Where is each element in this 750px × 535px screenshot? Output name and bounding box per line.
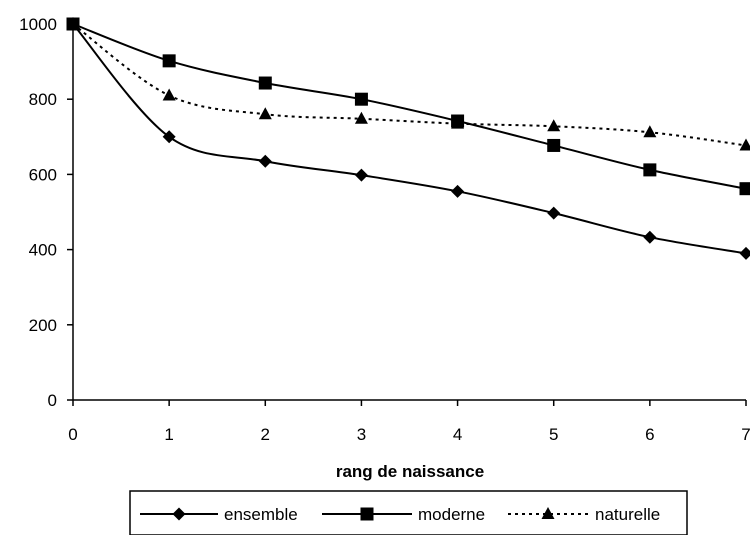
series-line-naturelle [72,23,747,147]
x-tick-label: 0 [68,425,77,444]
point-naturelle [258,107,272,120]
point-moderne [739,182,750,196]
point-ensemble [162,130,176,144]
series-markers [66,17,750,260]
legend-marker-moderne [360,507,374,521]
point-ensemble [451,184,465,198]
point-moderne [354,92,368,106]
legend-label-naturelle: naturelle [595,505,660,524]
y-tick-label: 1000 [19,15,57,34]
point-moderne [258,76,272,90]
x-tick-label: 3 [357,425,366,444]
x-tick-label: 2 [261,425,270,444]
point-naturelle [739,138,750,151]
point-moderne [547,138,561,152]
point-ensemble [739,246,750,260]
point-ensemble [547,206,561,220]
point-ensemble [643,230,657,244]
point-naturelle [66,17,80,29]
point-naturelle [643,125,657,138]
legend: ensemble moderne naturelle [129,490,688,535]
legend-label-ensemble: ensemble [224,505,298,524]
x-tick-label: 7 [741,425,750,444]
point-naturelle [354,111,368,124]
point-ensemble [258,154,272,168]
point-ensemble [354,168,368,182]
legend-marker-naturelle [541,507,555,519]
x-tick-label: 1 [164,425,173,444]
y-tick-label: 800 [29,90,57,109]
point-moderne [162,54,176,68]
legend-marker-ensemble [172,507,186,521]
axes [72,24,746,401]
y-ticks: 0 200 400 600 800 1000 [19,15,73,410]
x-tick-label: 5 [549,425,558,444]
y-tick-label: 600 [29,165,57,184]
y-tick-label: 200 [29,316,57,335]
legend-label-moderne: moderne [418,505,485,524]
point-naturelle [451,116,465,129]
x-ticks: 0 1 2 3 4 5 6 7 [68,400,750,444]
x-tick-label: 6 [645,425,654,444]
point-naturelle [547,119,561,132]
point-moderne [643,163,657,177]
point-naturelle [162,88,176,101]
x-axis-title: rang de naissance [336,462,484,481]
y-tick-label: 400 [29,241,57,260]
y-tick-label: 0 [48,391,57,410]
x-tick-label: 4 [453,425,462,444]
